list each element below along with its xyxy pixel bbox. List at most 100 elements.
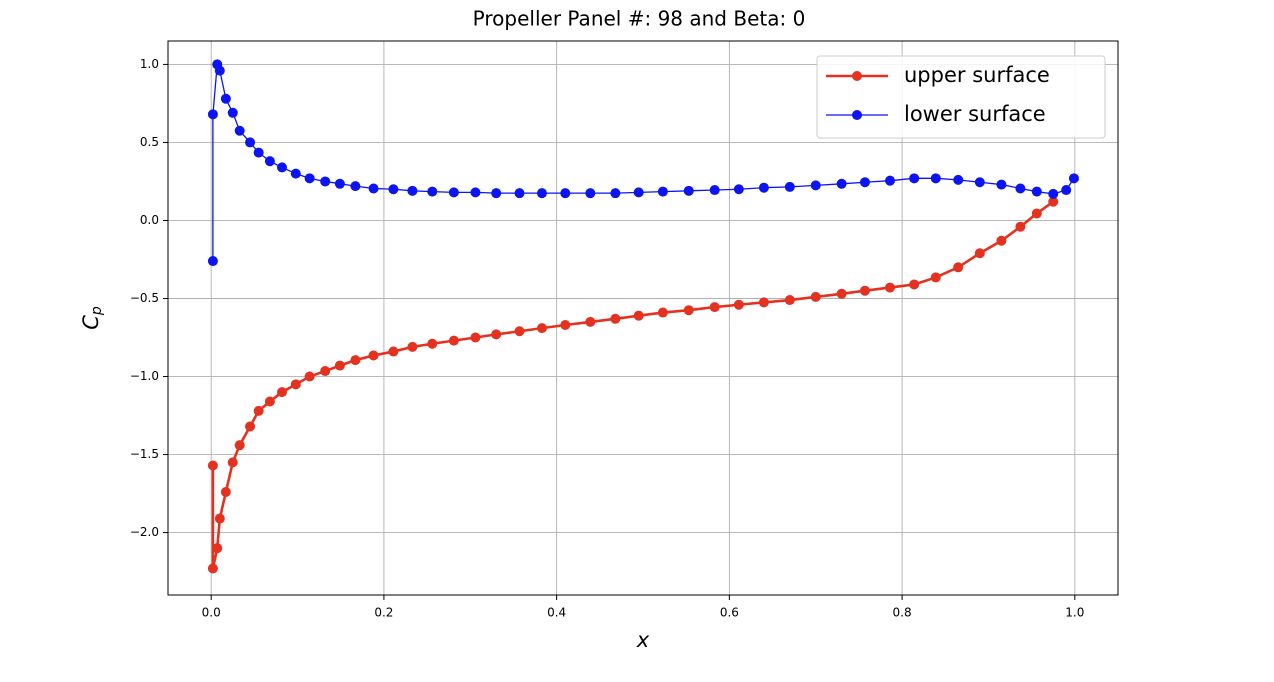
data-point	[784, 181, 795, 192]
legend-marker	[852, 110, 862, 120]
legend-box	[816, 55, 1106, 139]
data-point	[560, 320, 571, 331]
data-point	[220, 487, 231, 498]
data-point	[909, 173, 920, 184]
data-point	[470, 187, 481, 198]
y-tick-label: 1.0	[140, 57, 159, 71]
x-tick-label: 0.2	[374, 606, 393, 620]
y-tick-label: −2.0	[130, 525, 159, 539]
data-point	[953, 262, 964, 273]
data-point	[1015, 183, 1026, 194]
data-point	[1031, 208, 1042, 219]
data-point	[974, 248, 985, 259]
data-point	[909, 279, 920, 290]
data-point	[320, 176, 331, 187]
data-point	[427, 186, 438, 197]
data-point	[245, 421, 256, 432]
data-point	[264, 396, 275, 407]
data-point	[245, 137, 256, 148]
data-point	[885, 282, 895, 293]
data-point	[253, 405, 264, 416]
data-point	[683, 185, 694, 196]
data-point	[1031, 186, 1042, 197]
data-point	[407, 341, 418, 352]
data-point	[810, 291, 821, 302]
data-point	[470, 332, 481, 343]
legend-marker	[852, 71, 862, 81]
data-point	[207, 109, 218, 120]
x-tick-label: 0.6	[720, 606, 739, 620]
data-point	[368, 350, 379, 361]
data-point	[836, 178, 847, 189]
x-tick-label: 0.0	[202, 606, 221, 620]
data-point	[227, 457, 238, 468]
y-axis-label-subscript: p	[89, 306, 105, 316]
data-point	[214, 513, 225, 524]
y-tick-label: 0.5	[140, 135, 159, 149]
data-point	[220, 93, 231, 104]
data-point	[234, 125, 245, 136]
data-point	[234, 440, 245, 451]
data-point	[277, 162, 287, 173]
data-point	[334, 360, 345, 371]
data-point	[304, 371, 315, 382]
data-point	[784, 295, 795, 306]
data-point	[585, 316, 596, 327]
data-point	[264, 156, 275, 167]
y-tick-label: 0.0	[140, 213, 159, 227]
data-point	[1048, 188, 1059, 199]
data-point	[427, 338, 438, 349]
x-tick-label: 1.0	[1065, 606, 1084, 620]
data-point	[1048, 196, 1059, 207]
x-tick-label: 0.4	[547, 606, 566, 620]
data-point	[388, 184, 399, 195]
data-point	[253, 147, 264, 158]
data-point	[227, 107, 238, 118]
data-point	[633, 310, 644, 321]
data-point	[560, 188, 571, 199]
data-point	[974, 177, 985, 188]
data-point	[683, 305, 694, 316]
data-point	[491, 329, 502, 340]
data-point	[758, 182, 769, 193]
data-point	[610, 313, 621, 324]
data-point	[368, 183, 379, 194]
data-point	[514, 326, 525, 337]
data-point	[290, 168, 301, 179]
chart-title: Propeller Panel #: 98 and Beta: 0	[473, 7, 806, 31]
data-point	[733, 299, 744, 310]
data-point	[334, 178, 345, 189]
data-point	[214, 65, 225, 76]
data-point	[859, 177, 870, 188]
data-point	[320, 366, 331, 377]
data-point	[388, 346, 399, 357]
data-point	[758, 297, 769, 308]
data-point	[207, 256, 218, 267]
data-point	[304, 173, 315, 184]
x-tick-label: 0.8	[893, 606, 912, 620]
data-point	[536, 323, 547, 334]
data-point	[810, 180, 821, 191]
series-line	[211, 200, 1054, 569]
data-point	[930, 173, 941, 184]
data-point	[657, 186, 668, 197]
data-point	[207, 460, 218, 471]
data-point	[407, 185, 418, 196]
legend: upper surface lower surface	[816, 55, 1106, 139]
data-point	[514, 188, 525, 199]
data-point	[996, 235, 1007, 246]
data-point	[953, 174, 964, 185]
data-point	[277, 387, 287, 398]
data-point	[448, 335, 459, 346]
data-point	[836, 288, 847, 299]
legend-label: upper surface	[904, 63, 1050, 87]
data-point	[350, 181, 361, 192]
data-point	[1015, 221, 1026, 232]
data-point	[585, 188, 596, 199]
y-tick-label: −1.5	[130, 447, 159, 461]
data-point	[657, 307, 668, 318]
data-point	[448, 187, 459, 198]
data-point	[885, 175, 895, 186]
data-point	[733, 184, 744, 195]
